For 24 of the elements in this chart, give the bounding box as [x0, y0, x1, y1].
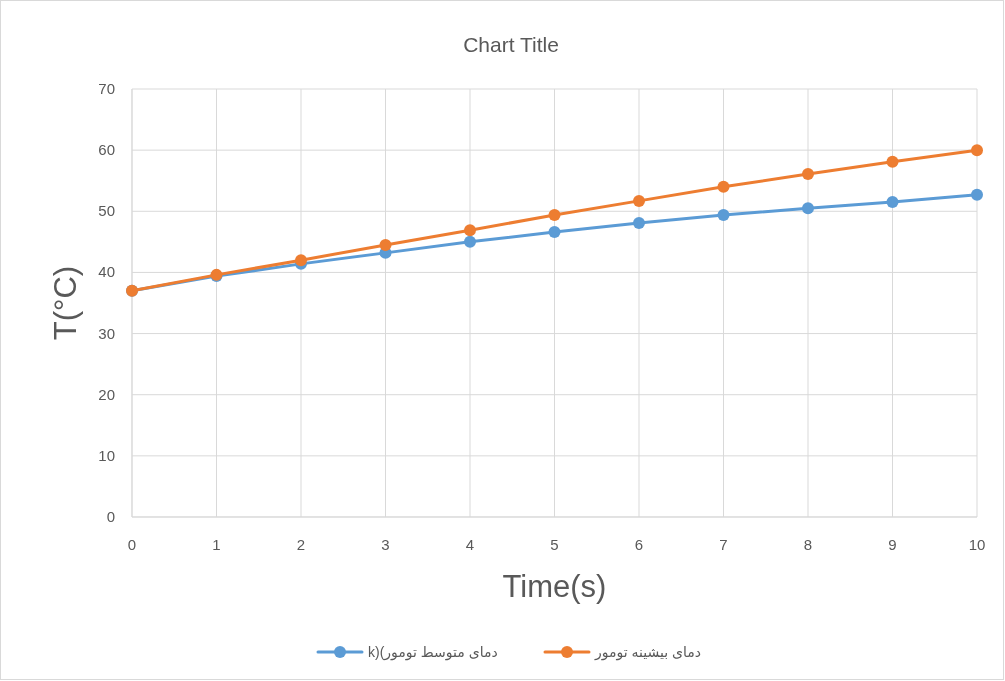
- legend-label: دمای متوسط تومور)(k: [368, 644, 498, 661]
- x-tick-label: 10: [968, 536, 986, 553]
- y-tick-label: 40: [98, 263, 115, 281]
- x-tick-label: 2: [296, 536, 306, 553]
- y-axis-title: T(°C): [48, 265, 83, 341]
- x-tick-label: 4: [465, 536, 475, 553]
- x-tick-label: 5: [550, 536, 559, 553]
- x-tick-label: 8: [803, 536, 813, 553]
- y-tick-label: 50: [98, 202, 115, 220]
- y-tick-label: 20: [98, 385, 115, 403]
- y-tick-label: 30: [98, 324, 115, 342]
- x-tick-label: 0: [127, 536, 137, 553]
- x-tick-label: 1: [212, 536, 221, 553]
- chart-title: Chart Title: [463, 33, 559, 56]
- y-tick-label: 10: [98, 446, 115, 464]
- y-tick-label: 0: [106, 508, 115, 525]
- x-tick-label: 7: [719, 536, 728, 553]
- x-tick-label: 9: [888, 536, 897, 553]
- x-axis-title: Time(s): [502, 569, 607, 604]
- y-tick-label: 60: [98, 141, 115, 159]
- x-tick-label: 3: [381, 536, 390, 553]
- y-tick-label: 70: [98, 80, 115, 97]
- x-tick-label: 6: [634, 536, 644, 553]
- legend-label: دمای بیشینه تومور: [594, 644, 701, 661]
